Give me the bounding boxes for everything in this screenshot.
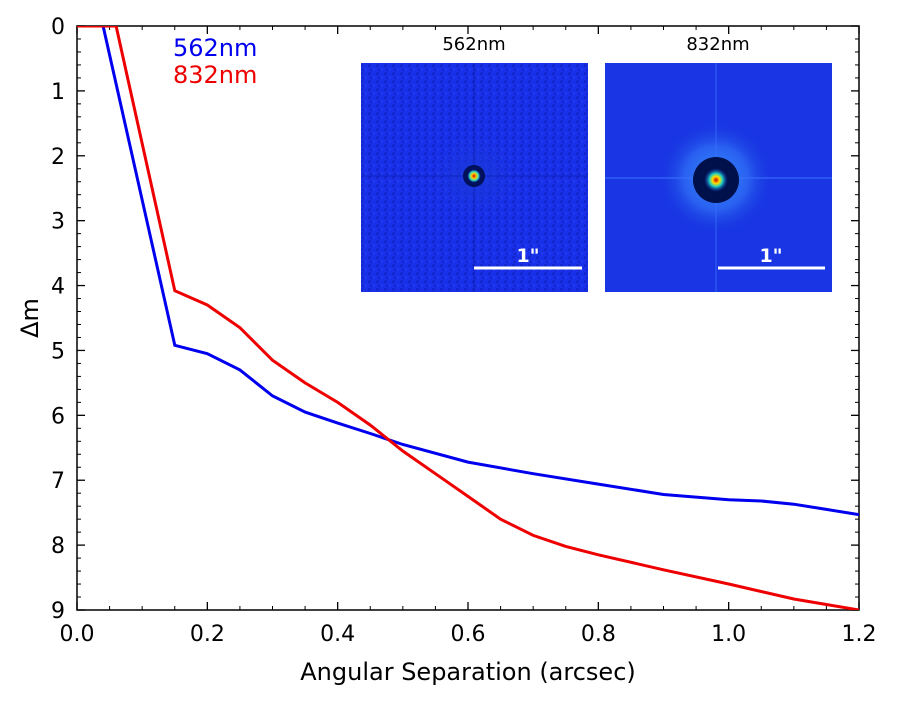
x-axis-label: Angular Separation (arcsec)	[300, 658, 636, 686]
series-line-562nm	[77, 26, 859, 517]
x-tick-label: 0.2	[190, 622, 225, 647]
series-line-832nm	[77, 26, 859, 610]
x-tick-label: 0.8	[581, 622, 616, 647]
inset-title-832nm: 832nm	[686, 34, 749, 55]
x-tick-label: 1.2	[842, 622, 877, 647]
x-tick-label: 1.0	[711, 622, 746, 647]
legend-entry-562nm: 562nm	[173, 34, 257, 62]
y-axis-label: Δm	[16, 298, 44, 338]
y-tick-label: 3	[51, 210, 65, 235]
y-tick-label: 1	[51, 80, 65, 105]
x-tick-label: 0.4	[320, 622, 355, 647]
y-tick-label: 2	[51, 145, 65, 170]
x-tick-label: 0.0	[60, 622, 95, 647]
y-tick-label: 7	[51, 469, 65, 494]
y-tick-label: 9	[51, 599, 65, 624]
y-tick-label: 4	[51, 275, 65, 300]
y-tick-label: 8	[51, 534, 65, 559]
x-axis-ticks: 0.0 0.2 0.4 0.6 0.8 1.0 1.2	[60, 26, 877, 647]
y-tick-label: 6	[51, 404, 65, 429]
inset-image-562nm: 562nm 1"	[361, 34, 588, 292]
legend-entry-832nm: 832nm	[173, 61, 257, 89]
inset-image-832nm: 832nm 1"	[605, 34, 832, 292]
inset-title-562nm: 562nm	[442, 34, 505, 55]
y-tick-label: 5	[51, 339, 65, 364]
x-tick-label: 0.6	[451, 622, 486, 647]
scale-bar-label-832nm: 1"	[759, 245, 782, 267]
y-tick-label: 0	[51, 15, 65, 40]
scale-bar-label-562nm: 1"	[516, 245, 539, 267]
y-axis-ticks: 0 1 2 3 4 5 6 7 8 9	[51, 15, 859, 624]
